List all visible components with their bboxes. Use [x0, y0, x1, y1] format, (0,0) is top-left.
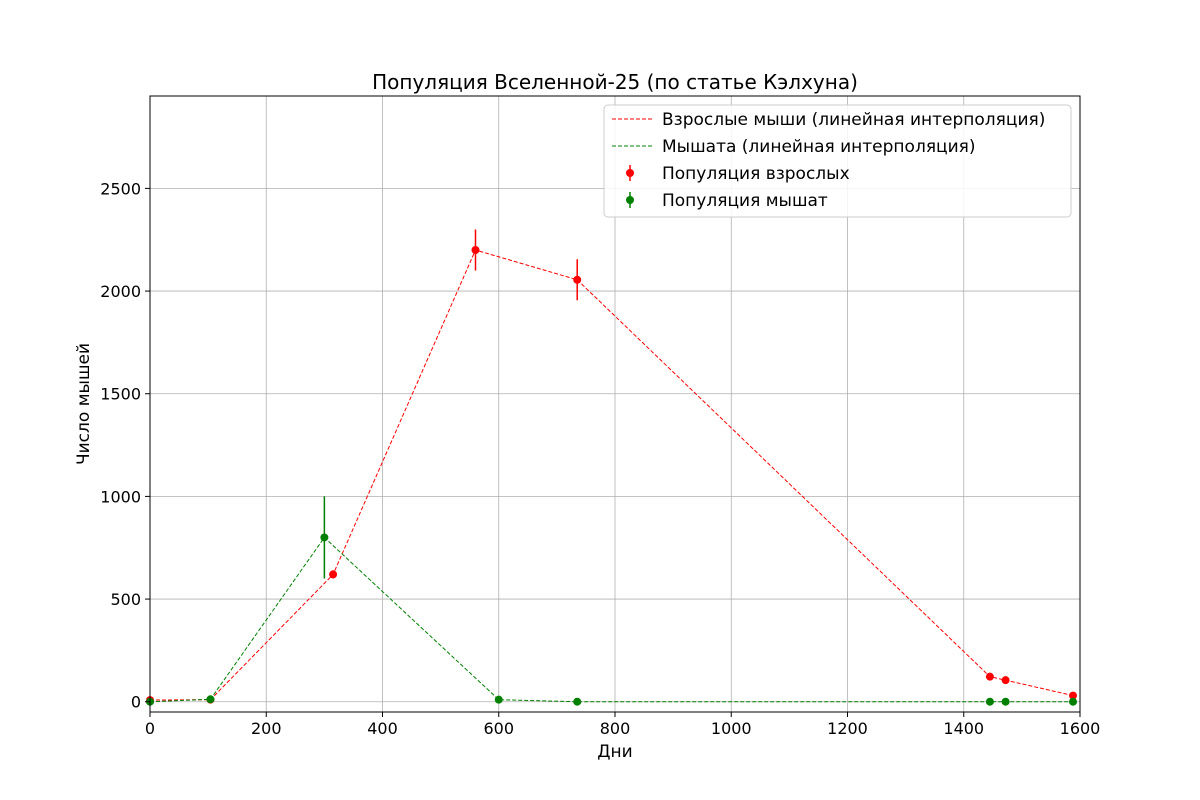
pup-data-point: [206, 695, 215, 704]
x-tick-label: 400: [367, 719, 398, 738]
legend-swatch-pup-marker: [626, 196, 634, 204]
pup-data-point: [985, 697, 994, 706]
adult-data-point: [1069, 691, 1078, 700]
x-tick-label: 1200: [827, 719, 868, 738]
axis-ticks: 0 200 400 600 800 1000 1200 1400 1600 0 500 1000 150…: [100, 179, 1100, 738]
adult-data-point: [985, 672, 994, 681]
pup-data-point: [1069, 697, 1078, 706]
y-tick-label: 2500: [100, 179, 141, 198]
legend: Взрослые мыши (линейная интерполяция) Мы…: [603, 104, 1072, 218]
pup-data-point: [494, 695, 503, 704]
legend-label-pup-points: Популяция мышат: [662, 191, 828, 211]
adult-data-point: [329, 570, 338, 579]
pup-data-point: [320, 533, 329, 542]
x-tick-label: 800: [600, 719, 631, 738]
pup-data-point: [573, 697, 582, 706]
y-tick-label: 1000: [100, 487, 141, 506]
adult-data-point: [573, 275, 582, 284]
legend-label-pup-line: Мышата (линейная интерполяция): [662, 137, 976, 157]
adult-data-point: [471, 246, 480, 254]
adult-data-point: [1001, 676, 1010, 685]
x-axis-label: Дни: [597, 742, 632, 762]
legend-label-adult-line: Взрослые мыши (линейная интерполяция): [662, 110, 1045, 130]
x-tick-label: 1600: [1060, 719, 1101, 738]
legend-label-adult-points: Популяция взрослых: [662, 164, 850, 184]
adult-interpolation-line: [149, 249, 1074, 701]
x-tick-label: 1400: [943, 719, 984, 738]
y-tick-label: 1500: [100, 385, 141, 404]
pup-data-point: [1001, 697, 1010, 706]
y-tick-label: 2000: [100, 282, 141, 301]
x-tick-label: 0: [145, 719, 155, 738]
legend-swatch-adult-marker: [626, 169, 634, 177]
y-tick-label: 500: [110, 590, 141, 609]
pup-interpolation-line: [149, 536, 1074, 703]
y-axis-label: Число мышей: [74, 343, 94, 465]
legend-box: [603, 104, 1072, 218]
x-tick-label: 200: [251, 719, 282, 738]
plot-series: [146, 229, 1078, 706]
x-tick-label: 600: [483, 719, 514, 738]
chart-title: Популяция Вселенной-25 (по статье Кэлхун…: [372, 70, 858, 94]
y-tick-label: 0: [131, 693, 141, 712]
x-tick-label: 1000: [711, 719, 752, 738]
